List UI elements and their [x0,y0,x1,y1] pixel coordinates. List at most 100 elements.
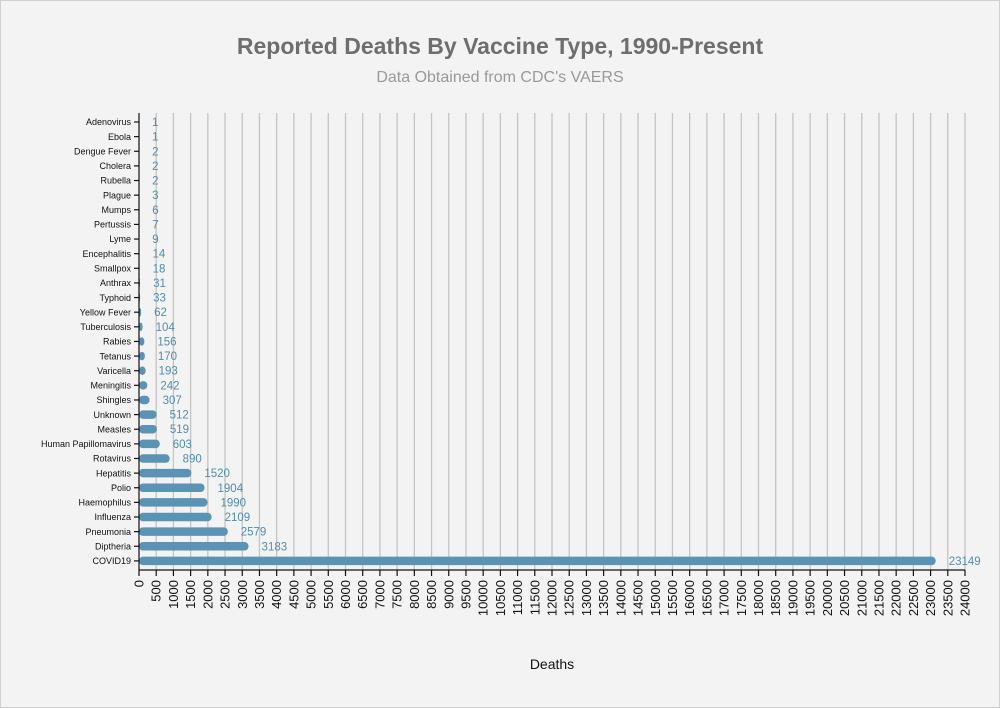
bar [139,454,170,463]
x-tick-label: 3000 [235,580,250,609]
bar [139,556,936,566]
value-label: 156 [157,336,176,348]
value-label: 2 [152,161,158,173]
value-label: 23149 [949,556,981,568]
x-tick-label: 1500 [183,580,198,609]
x-tick-label: 0 [132,580,147,587]
x-tick-label: 21000 [854,580,869,616]
value-label: 1 [152,117,158,129]
value-label: 193 [159,366,178,378]
x-tick-label: 8500 [424,580,439,609]
x-tick-labels: 0 500 1000 1500 2000 2500 3000 3500 4000 4500 5000… [132,580,973,616]
value-label: 3183 [262,541,288,553]
category-label: Pneumonia [85,527,131,537]
value-label: 33 [153,293,166,305]
bars [139,117,936,566]
value-label: 2579 [241,527,267,539]
bar [139,395,150,405]
category-label: Yellow Fever [80,307,131,317]
x-tick-label: 14500 [631,580,646,616]
category-label: Dengue Fever [74,146,131,156]
x-tick-label: 23000 [923,580,938,616]
value-label: 512 [170,410,189,422]
x-tick-label: 18000 [751,580,766,616]
category-label: Adenovirus [86,117,132,127]
value-label: 2 [152,176,158,188]
x-tick-label: 5000 [304,580,319,609]
category-label: Plague [103,190,131,200]
bar [139,381,148,390]
value-label: 104 [156,322,176,334]
x-tick-label: 2500 [218,580,233,609]
value-label: 170 [158,351,177,363]
category-label: Encephalitis [82,249,131,259]
x-tick-label: 15500 [665,580,680,616]
x-tick-label: 13000 [579,580,594,616]
value-label: 6 [152,205,158,217]
category-label: Rubella [100,176,131,186]
category-label: Diptheria [95,541,131,551]
x-tick-label: 10500 [493,580,508,616]
category-label: Tuberculosis [80,322,131,332]
value-label: 14 [152,249,165,261]
bar [139,337,145,346]
category-label: Measles [97,424,131,434]
x-tick-label: 13500 [596,580,611,616]
x-tick-label: 5500 [321,580,336,609]
bar [139,498,208,507]
x-tick-label: 17500 [734,580,749,616]
value-labels: 1 1 2 2 2 3 6 7 9 14 18 31 33 62 104 156 170 193 242 307 512… [152,117,981,568]
x-tick-label: 16000 [682,580,697,616]
x-tick-label: 15000 [648,580,663,616]
bar [139,410,157,419]
x-tick-label: 22500 [906,580,921,616]
value-label: 519 [170,424,189,436]
axes [134,113,966,576]
value-label: 1904 [218,483,244,495]
category-label: Mumps [101,205,131,215]
x-tick-label: 19000 [785,580,800,616]
x-tick-label: 20000 [820,580,835,616]
category-label: Rotavirus [93,454,132,464]
x-tick-label: 6500 [355,580,370,609]
category-label: Human Papillomavirus [41,439,132,449]
value-label: 9 [152,234,158,246]
value-label: 1 [152,132,158,144]
x-tick-label: 11000 [510,580,525,615]
category-label: Smallpox [94,264,132,274]
value-label: 890 [183,453,202,465]
value-label: 7 [152,219,158,231]
bar [139,483,205,492]
x-tick-label: 20500 [837,580,852,616]
x-tick-label: 12500 [562,580,577,616]
chart-title: Reported Deaths By Vaccine Type, 1990-Pr… [236,33,764,59]
category-label: Polio [111,483,131,493]
value-label: 1990 [220,497,246,509]
category-label: Ebola [108,132,131,142]
value-label: 2 [152,146,158,158]
x-tick-label: 11500 [527,580,542,615]
x-tick-label: 9000 [441,580,456,609]
x-tick-label: 24000 [958,580,973,616]
x-tick-label: 21500 [871,580,886,616]
category-label: Pertussis [94,220,132,230]
value-label: 62 [154,307,167,319]
x-tick-label: 10000 [476,580,491,616]
x-tick-label: 12000 [545,580,560,616]
x-tick-label: 8000 [407,580,422,609]
x-tick-label: 22000 [889,580,904,616]
bar [139,439,160,449]
x-tick-label: 14000 [613,580,628,616]
x-tick-label: 1000 [166,580,181,609]
value-label: 307 [163,395,182,407]
x-tick-label: 7500 [390,580,405,609]
chart-subtitle: Data Obtained from CDC's VAERS [376,69,624,86]
category-label: Shingles [96,395,131,405]
x-tick-label: 9500 [458,580,473,609]
x-tick-label: 18500 [768,580,783,616]
x-tick-label: 500 [149,580,164,602]
category-label: Rabies [103,337,132,347]
value-label: 31 [153,278,166,290]
bar [139,322,143,332]
